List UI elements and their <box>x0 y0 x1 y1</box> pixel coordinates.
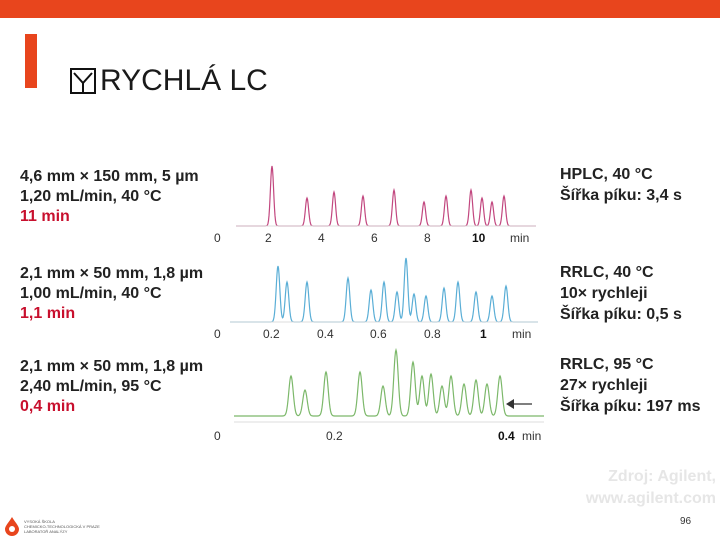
row3-run-time: 0,4 min <box>20 398 76 415</box>
source-line-2: www.agilent.com <box>585 490 716 507</box>
row2-flow-spec: 1,00 mL/min, 40 °C <box>20 285 162 302</box>
row2-speedup: 10× rychleji <box>560 285 648 302</box>
row1-tick-2: 4 <box>318 231 325 245</box>
row1-trace <box>236 165 536 227</box>
top-bar <box>0 0 720 18</box>
row3-speedup: 27× rychleji <box>560 377 648 394</box>
logo-drop-icon <box>5 517 19 536</box>
row2-method: RRLC, 40 °C <box>560 264 654 281</box>
row1-description: 4,6 mm × 150 mm, 5 µm 1,20 mL/min, 40 °C… <box>20 167 199 227</box>
row2-column-spec: 2,1 mm × 50 mm, 1,8 µm <box>20 265 204 282</box>
row2-description: 2,1 mm × 50 mm, 1,8 µm 1,00 mL/min, 40 °… <box>20 264 203 324</box>
row2-tick-1: 0.2 <box>263 327 280 341</box>
row1-peak-width: Šířka píku: 3,4 s <box>560 187 682 204</box>
row3-method: RRLC, 95 °C <box>560 356 654 373</box>
row1-tick-3: 6 <box>371 231 378 245</box>
row3-tick-2: 0.4 <box>498 429 515 443</box>
row2-chromatogram: 0 0.2 0.4 0.6 0.8 1 min <box>214 257 538 341</box>
row3-info: RRLC, 95 °C 27× rychleji Šířka píku: 197… <box>560 354 701 417</box>
row2-info: RRLC, 40 °C 10× rychleji Šířka píku: 0,5… <box>560 262 682 325</box>
row2-peak-width: Šířka píku: 0,5 s <box>560 306 682 323</box>
slide-title-text: RYCHLÁ LC <box>100 64 268 97</box>
row2-trace <box>230 257 538 323</box>
row3-column-spec: 2,1 mm × 50 mm, 1,8 µm <box>20 358 204 375</box>
row2-tick-3: 0.6 <box>370 327 387 341</box>
logo-text-line-2: CHEMICKO-TECHNOLOGICKÁ V PRAZE <box>24 523 100 529</box>
row1-tick-4: 8 <box>424 231 431 245</box>
row3-trace <box>234 347 544 417</box>
source-line-1: Zdroj: Agilent, <box>608 468 716 485</box>
row2-axis-unit: min <box>512 327 531 341</box>
row1-method: HPLC, 40 °C <box>560 166 653 183</box>
row3-tick-1: 0.2 <box>326 429 343 443</box>
row3-description: 2,1 mm × 50 mm, 1,8 µm 2,40 mL/min, 95 °… <box>20 357 203 417</box>
row3-peak-width: Šířka píku: 197 ms <box>560 398 701 415</box>
row2-tick-0: 0 <box>214 327 221 341</box>
checkbox-bullet-icon <box>70 68 96 94</box>
row1-run-time: 11 min <box>20 208 70 225</box>
row3-chromatogram: 0 0.2 0.4 min <box>214 347 544 443</box>
row1-column-spec: 4,6 mm × 150 mm, 5 µm <box>20 168 199 185</box>
row1-info: HPLC, 40 °C Šířka píku: 3,4 s <box>560 164 682 206</box>
row1-tick-1: 2 <box>265 231 272 245</box>
logo-text: VYSOKÁ ŠKOLA CHEMICKO-TECHNOLOGICKÁ V PR… <box>24 519 124 534</box>
row1-axis-unit: min <box>510 231 529 245</box>
row1-chromatogram: 0 2 4 6 8 10 min <box>214 165 536 245</box>
logo-text-line-1: VYSOKÁ ŠKOLA <box>24 518 55 524</box>
row2-tick-2: 0.4 <box>317 327 334 341</box>
row1-tick-0: 0 <box>214 231 221 245</box>
row2-tick-5: 1 <box>480 327 487 341</box>
accent-bar <box>25 34 37 88</box>
page-number: 96 <box>680 516 692 527</box>
university-logo: VYSOKÁ ŠKOLA CHEMICKO-TECHNOLOGICKÁ V PR… <box>4 516 124 536</box>
row3-axis-unit: min <box>522 429 541 443</box>
source-credit: Zdroj: Agilent, www.agilent.com <box>560 466 716 510</box>
row1-flow-spec: 1,20 mL/min, 40 °C <box>20 188 162 205</box>
row1-tick-5: 10 <box>472 231 486 245</box>
row3-tick-0: 0 <box>214 429 221 443</box>
row3-flow-spec: 2,40 mL/min, 95 °C <box>20 378 162 395</box>
row2-tick-4: 0.8 <box>424 327 441 341</box>
logo-text-line-3: LABORATOŘ ANALÝZY <box>24 528 68 534</box>
row2-run-time: 1,1 min <box>20 305 76 322</box>
arrow-icon <box>506 399 532 409</box>
slide-title: RYCHLÁ LC <box>70 64 268 98</box>
